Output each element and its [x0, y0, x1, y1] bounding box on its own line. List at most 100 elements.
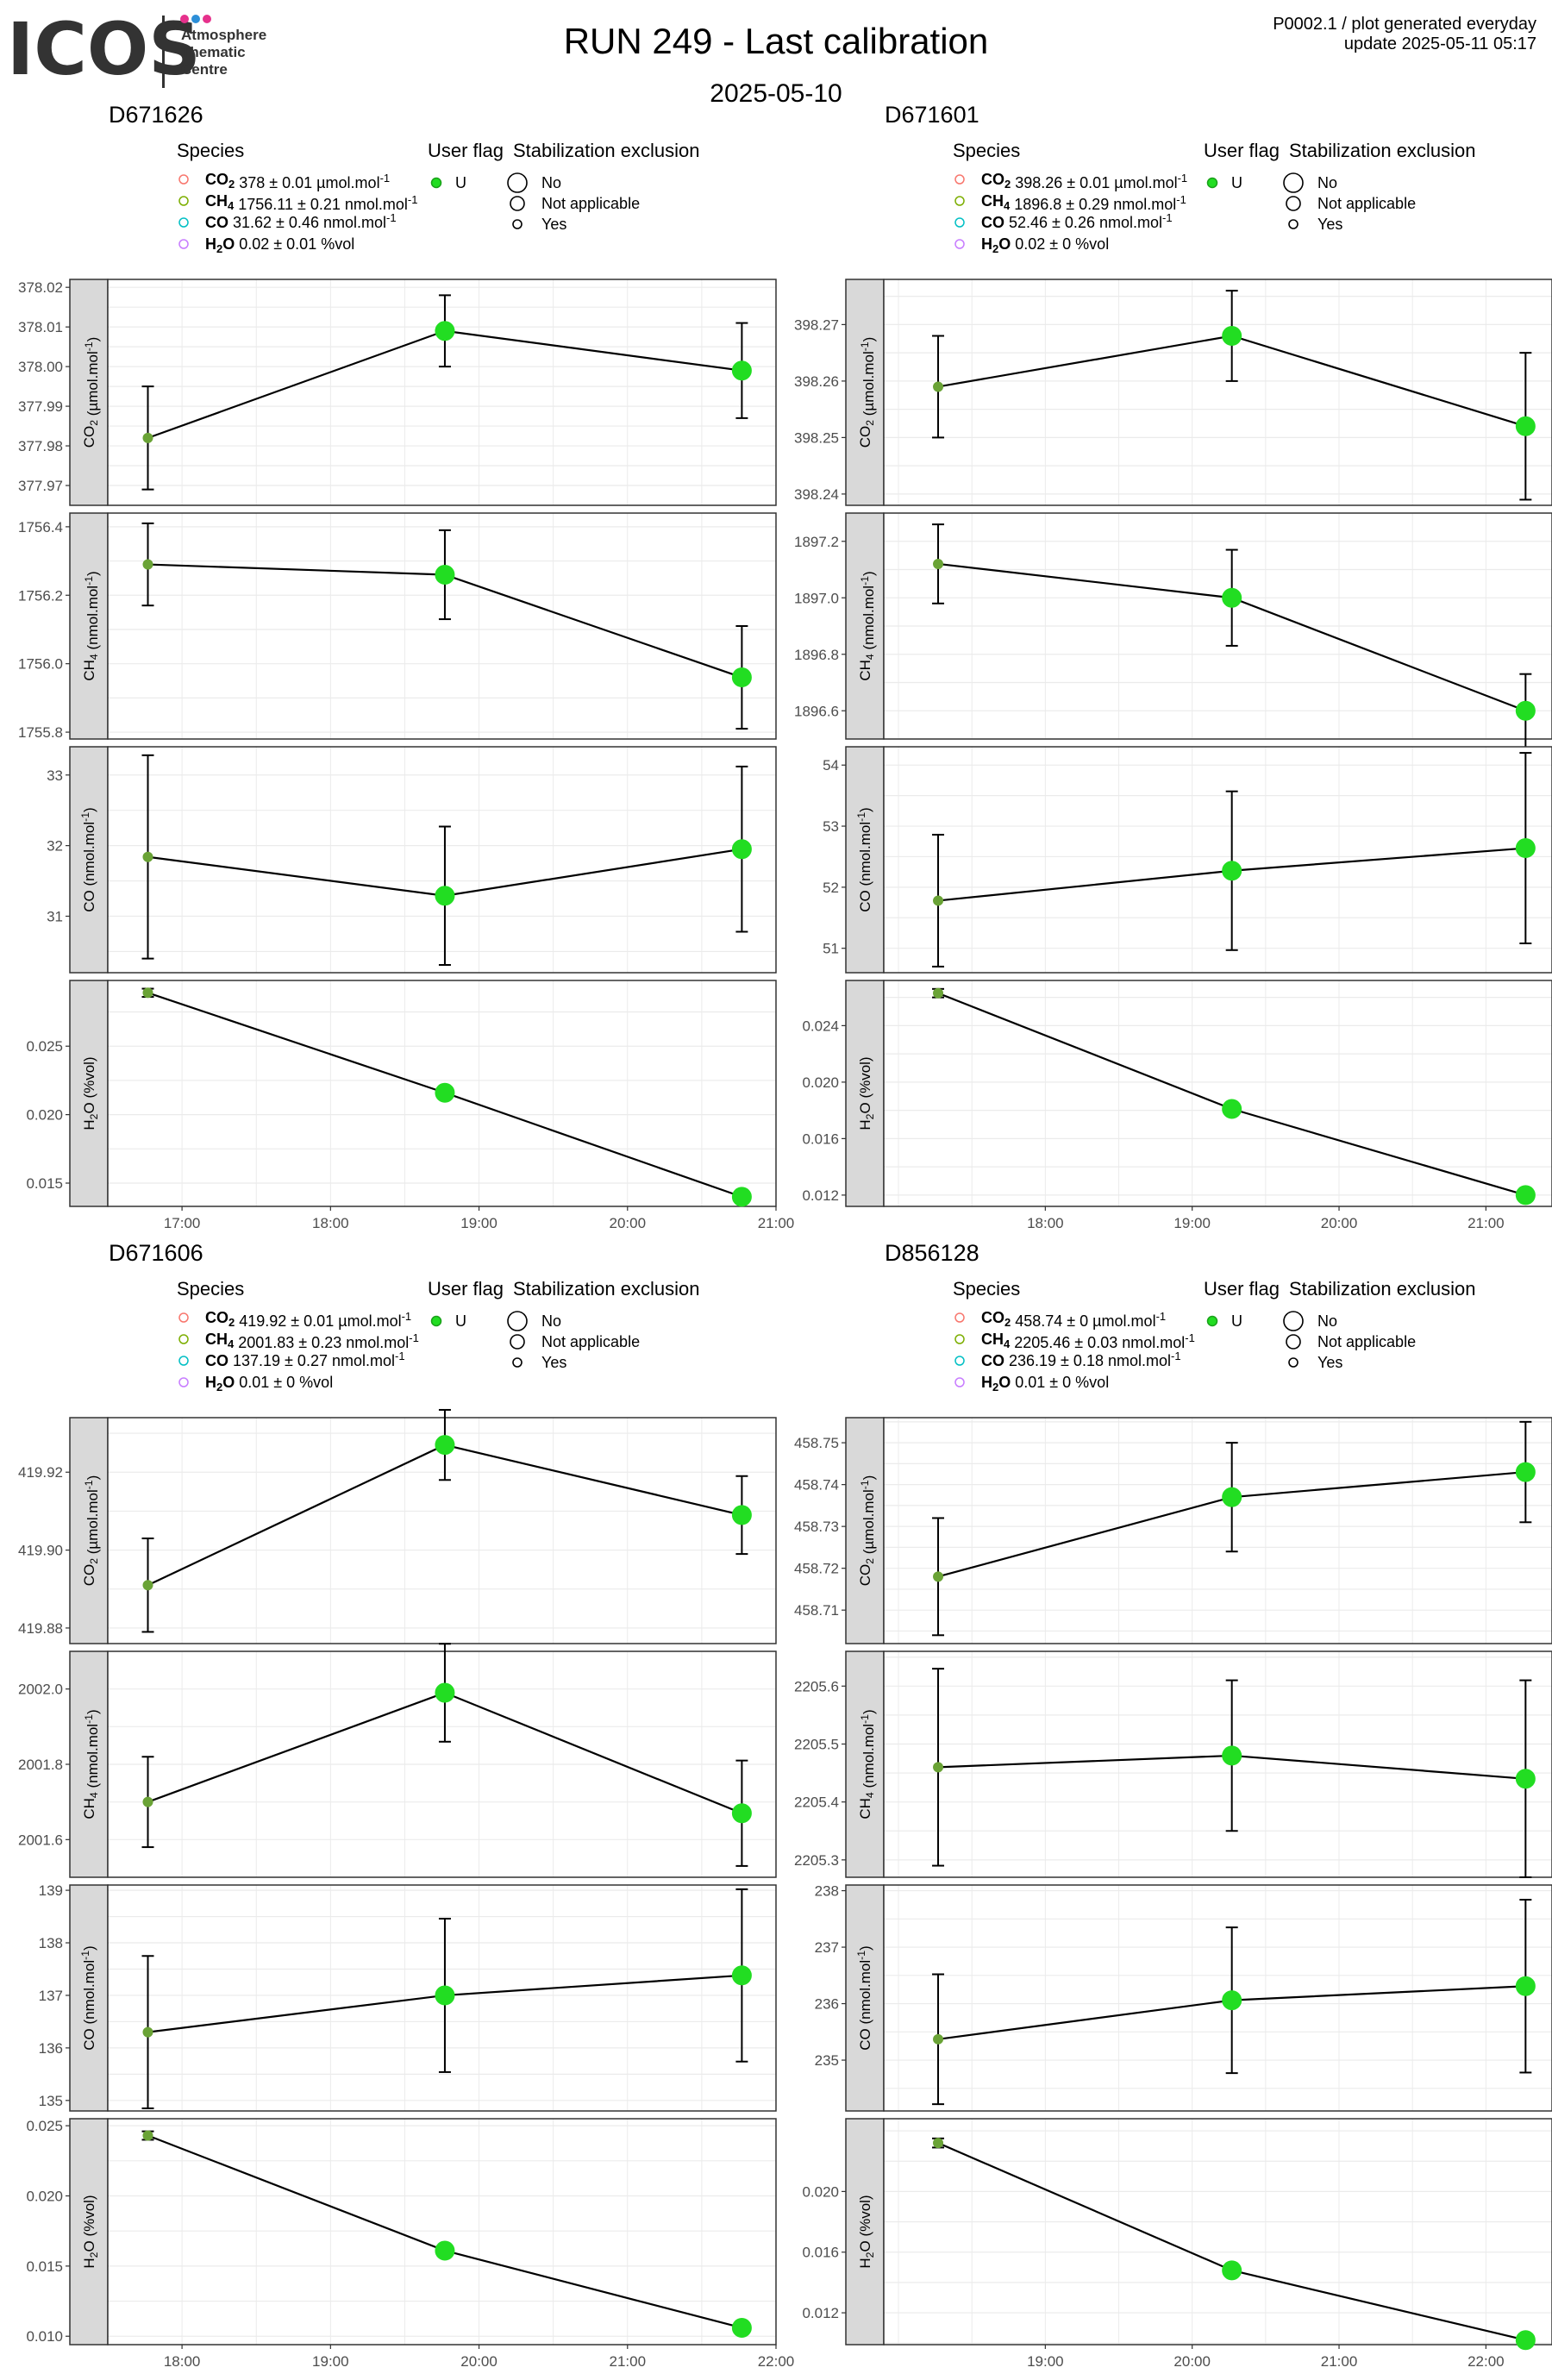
- plot-background: [108, 747, 776, 973]
- legend-species-label: H2O 0.01 ± 0 %vol: [205, 1374, 333, 1394]
- facet-strip-label: H2O (%vol): [81, 2195, 100, 2268]
- legend-species-superscript: -1: [402, 1310, 412, 1323]
- data-point: [731, 667, 752, 688]
- x-tick-label: 21:00: [610, 2353, 647, 2370]
- legend-species-subscript: 4: [228, 199, 235, 212]
- ylabel-superscript: -1: [79, 812, 91, 822]
- data-point: [1222, 1745, 1242, 1766]
- ylabel-unit: (µmol.mol: [84, 1489, 101, 1558]
- legend-species-name: H: [981, 235, 992, 253]
- legend-species-label: CH4 2205.46 ± 0.03 nmol.mol-1: [981, 1331, 1195, 1351]
- ylabel-close: ): [81, 1945, 97, 1951]
- ylabel-name: H: [857, 1119, 873, 1130]
- y-tick-label: 32: [47, 838, 63, 855]
- y-tick-label: 2001.8: [18, 1757, 63, 1773]
- ylabel-close: ): [860, 1475, 877, 1481]
- facet-panel: H2O (%vol) 0.010 0.015 0.020 0.025 18:00 19:00…: [26, 2118, 794, 2370]
- y-tick-label: 2205.3: [794, 1852, 839, 1869]
- legend-flag-label: U: [1231, 174, 1242, 191]
- ylabel-name: CO: [81, 1564, 97, 1587]
- ylabel-name-tail: O: [81, 2240, 97, 2252]
- logo-divider: [162, 16, 165, 88]
- legend-species-value: 236.19 ± 0.18 nmol.mol: [1004, 1352, 1171, 1369]
- y-tick-label: 51: [823, 941, 839, 957]
- y-tick-label: 52: [823, 880, 839, 896]
- y-tick-label: 0.015: [26, 1175, 63, 1192]
- ylabel-unit: (nmol.mol: [84, 586, 101, 654]
- y-tick-label: 398.24: [794, 486, 839, 503]
- data-point: [142, 2130, 153, 2141]
- ylabel-close: ): [84, 1475, 101, 1481]
- legend-species-name-tail: O: [222, 235, 235, 253]
- legend-species-name: CO: [205, 1309, 228, 1326]
- data-point: [142, 559, 153, 570]
- ylabel-name: CO: [857, 426, 873, 448]
- ylabel-superscript: -1: [83, 576, 95, 586]
- x-tick-label: 22:00: [758, 2353, 795, 2370]
- legend-species-name: CO: [981, 1309, 1004, 1326]
- facet-panel: CH4 (nmol.mol-1) 2001.6 2001.8 2002.0: [18, 1643, 777, 1878]
- legend-species-value: 31.62 ± 0.46 nmol.mol: [228, 214, 386, 231]
- legend-stab-key: [512, 1357, 523, 1368]
- ylabel-superscript: -1: [83, 341, 95, 351]
- ylabel-close: ): [84, 337, 101, 342]
- y-tick-label: 138: [39, 1935, 63, 1951]
- ylabel-close: ): [81, 807, 97, 812]
- y-tick-label: 378.02: [18, 279, 63, 296]
- y-tick-label: 1755.8: [18, 724, 63, 741]
- legend-species-value: 2205.46 ± 0.03 nmol.mol: [1010, 1334, 1185, 1351]
- data-point: [142, 432, 153, 443]
- legend-species-label: CO2 378 ± 0.01 µmol.mol-1: [205, 171, 390, 191]
- chart-title: D856128: [885, 1240, 979, 1266]
- ylabel-unit: (%vol: [81, 1062, 97, 1102]
- facet-strip-label: H2O (%vol): [81, 1056, 100, 1130]
- ylabel-name-tail: O: [81, 1102, 97, 1113]
- data-point: [1515, 1462, 1536, 1482]
- facet-strip-label: CO (nmol.mol-1): [79, 1945, 97, 2050]
- legend-species-subscript: 2: [992, 1381, 998, 1394]
- y-tick-label: 2002.0: [18, 1682, 63, 1698]
- legend-title-stabilization: Stabilization exclusion: [513, 1278, 699, 1300]
- facet-strip: [69, 746, 109, 974]
- data-point: [1515, 1769, 1536, 1789]
- ylabel-close: ): [81, 1056, 97, 1062]
- x-tick-label: 18:00: [1027, 1215, 1064, 1231]
- y-tick-label: 2001.6: [18, 1832, 63, 1848]
- ylabel-superscript: -1: [859, 1714, 871, 1724]
- ylabel-name: H: [81, 1119, 97, 1130]
- legend-species-name: H: [981, 1374, 992, 1391]
- ylabel-unit: (µmol.mol: [860, 351, 877, 420]
- legend-species-key: [178, 217, 189, 228]
- ylabel-subscript: 2: [88, 420, 100, 426]
- logo-subtitle-3: Centre: [181, 61, 228, 78]
- y-tick-label: 235: [815, 2052, 839, 2069]
- facet-strip-label: CO (nmol.mol-1): [855, 807, 873, 911]
- logo-text: ICOS: [7, 7, 201, 91]
- data-point: [1222, 2260, 1242, 2281]
- plot-border: [883, 746, 1552, 974]
- legend-title-species: Species: [177, 1278, 244, 1300]
- legend-species-subscript: 2: [228, 178, 235, 191]
- plot-border: [107, 279, 777, 506]
- ylabel-subscript: 2: [864, 1558, 876, 1564]
- legend-species-key: [954, 1356, 965, 1366]
- facet-panel: H2O (%vol) 0.015 0.020 0.025 17:00 18:00 19:00…: [26, 980, 794, 1231]
- plot-border: [107, 980, 777, 1207]
- data-point: [435, 1682, 455, 1703]
- legend-title-stabilization: Stabilization exclusion: [1289, 140, 1475, 161]
- legend-title-species: Species: [953, 1278, 1020, 1300]
- ylabel-name: C: [81, 2039, 97, 2050]
- legend-species-superscript: -1: [409, 1331, 419, 1344]
- ylabel-subscript: 2: [864, 420, 876, 426]
- legend-species-superscript: -1: [395, 1350, 405, 1362]
- x-tick-label: 19:00: [1173, 1215, 1211, 1231]
- data-point: [731, 2317, 752, 2338]
- ylabel-superscript: -1: [79, 1951, 91, 1960]
- data-point: [1515, 1185, 1536, 1206]
- legend-stab-label: Not applicable: [541, 195, 640, 212]
- ylabel-unit: (µmol.mol: [860, 1489, 877, 1558]
- y-tick-label: 458.74: [794, 1477, 839, 1494]
- data-point: [731, 1187, 752, 1207]
- legend-species-superscript: -1: [380, 172, 391, 185]
